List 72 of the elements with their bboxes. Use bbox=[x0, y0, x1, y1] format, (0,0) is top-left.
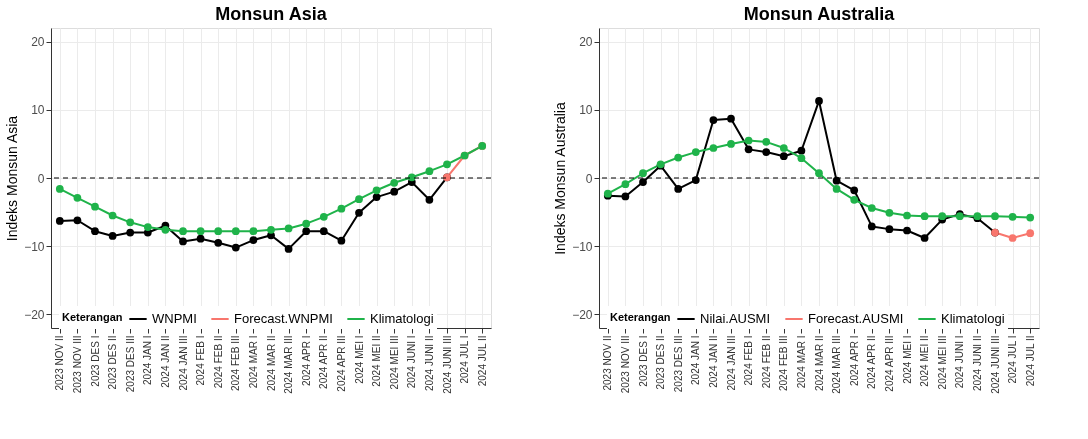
x-tick-label: 2024 JUL I bbox=[459, 335, 471, 384]
x-tick-label: 2023 DES II bbox=[107, 335, 119, 390]
x-tick-label: 2024 FEB II bbox=[760, 335, 772, 389]
x-tick-label: 2023 DES I bbox=[637, 335, 649, 387]
y-tick-label: −10 bbox=[572, 239, 593, 254]
x-tick-label: 2024 MAR I bbox=[795, 335, 807, 389]
x-tick-label: 2023 NOV II bbox=[602, 335, 614, 391]
y-tick-label: 0 bbox=[37, 171, 45, 186]
x-tick-label: 2024 JAN II bbox=[707, 335, 719, 388]
legend-label: Nilai.AUSMI bbox=[700, 311, 771, 326]
x-tick-label: 2024 JUNI III bbox=[989, 335, 1001, 394]
y-tick-label: 10 bbox=[579, 103, 593, 118]
x-tick-label: 2024 JUNI II bbox=[971, 335, 983, 392]
x-tick-label: 2024 APR II bbox=[318, 335, 330, 389]
y-tick-label: 20 bbox=[579, 35, 593, 50]
chart-title: Monsun Asia bbox=[215, 4, 328, 24]
x-tick-label: 2024 FEB I bbox=[743, 335, 755, 386]
x-tick-label: 2024 APR III bbox=[335, 335, 347, 392]
x-tick-label: 2024 MAR III bbox=[831, 335, 843, 394]
x-tick-label: 2024 MEI I bbox=[901, 335, 913, 384]
y-tick-label: −20 bbox=[572, 307, 593, 322]
legend-label: Klimatologi bbox=[370, 311, 434, 326]
legend-title: Keterangan bbox=[62, 311, 123, 323]
x-tick-label: 2024 JUL I bbox=[1007, 335, 1019, 384]
x-tick-label: 2024 JAN III bbox=[177, 335, 189, 391]
x-tick-label: 2024 JUL II bbox=[476, 335, 488, 387]
x-tick-label: 2024 MEI II bbox=[371, 335, 383, 387]
x-tick-label: 2024 FEB I bbox=[195, 335, 207, 386]
x-tick-label: 2024 JAN II bbox=[159, 335, 171, 388]
x-tick-label: 2024 JUNI II bbox=[423, 335, 435, 392]
x-tick-label: 2024 JAN I bbox=[690, 335, 702, 385]
x-tick-label: 2024 MAR II bbox=[265, 335, 277, 392]
x-tick-label: 2024 MEI I bbox=[353, 335, 365, 384]
x-tick-label: 2024 APR I bbox=[848, 335, 860, 387]
x-tick-label: 2023 NOV III bbox=[619, 335, 631, 394]
x-tick-label: 2024 FEB II bbox=[212, 335, 224, 389]
x-tick-label: 2023 DES III bbox=[124, 335, 136, 393]
x-tick-label: 2024 FEB III bbox=[230, 335, 242, 392]
x-tick-label: 2024 JUL II bbox=[1024, 335, 1036, 387]
x-tick-label: 2023 DES II bbox=[655, 335, 667, 390]
x-tick-label: 2024 JAN I bbox=[142, 335, 154, 385]
x-tick-label: 2024 MEI II bbox=[919, 335, 931, 387]
legend-label: Forecast.WNPMI bbox=[234, 311, 333, 326]
chart-title: Monsun Australia bbox=[743, 4, 896, 24]
y-tick-label: −20 bbox=[24, 307, 45, 322]
x-tick-label: 2024 APR I bbox=[300, 335, 312, 387]
legend-label: Klimatologi bbox=[941, 311, 1005, 326]
x-tick-label: 2024 MEI III bbox=[936, 335, 948, 390]
legend-title: Keterangan bbox=[610, 311, 671, 323]
legend-label: Forecast.AUSMI bbox=[808, 311, 904, 326]
y-axis-title: Indeks Monsun Asia bbox=[4, 115, 21, 242]
x-tick-label: 2024 JUNI I bbox=[406, 335, 418, 389]
x-tick-label: 2023 DES III bbox=[672, 335, 684, 393]
y-axis-title: Indeks Monsun Australia bbox=[552, 102, 569, 255]
x-tick-label: 2024 FEB III bbox=[778, 335, 790, 392]
x-tick-label: 2023 NOV II bbox=[54, 335, 66, 391]
x-tick-label: 2024 JAN III bbox=[725, 335, 737, 391]
y-tick-label: 20 bbox=[31, 35, 45, 50]
x-tick-label: 2024 APR III bbox=[883, 335, 895, 392]
y-tick-label: 0 bbox=[585, 171, 593, 186]
x-tick-label: 2023 DES I bbox=[89, 335, 101, 387]
legend-label: WNPMI bbox=[152, 311, 197, 326]
y-tick-label: −10 bbox=[24, 239, 45, 254]
x-tick-label: 2024 MAR II bbox=[813, 335, 825, 392]
x-tick-label: 2024 MEI III bbox=[388, 335, 400, 390]
x-tick-label: 2024 MAR I bbox=[247, 335, 259, 389]
x-tick-label: 2024 MAR III bbox=[283, 335, 295, 394]
x-tick-label: 2023 NOV III bbox=[71, 335, 83, 394]
x-tick-label: 2024 APR II bbox=[866, 335, 878, 389]
x-tick-label: 2024 JUNI I bbox=[954, 335, 966, 389]
y-tick-label: 10 bbox=[31, 103, 45, 118]
x-tick-label: 2024 JUNI III bbox=[441, 335, 453, 394]
